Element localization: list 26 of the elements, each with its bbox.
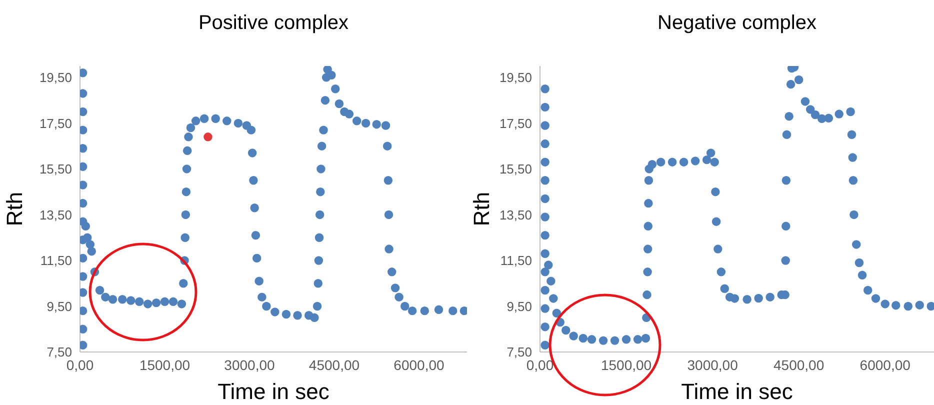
y-tick-label: 13,50: [499, 207, 532, 222]
x-tick-label: 6000,00: [860, 356, 911, 373]
y-tick-label: 15,50: [39, 162, 72, 177]
y-tick-label: 17,50: [499, 116, 532, 131]
x-tick-label: 4500,00: [774, 356, 824, 373]
y-tick-label: 11,50: [500, 253, 532, 268]
chart-title: Positive complex: [197, 12, 350, 35]
x-axis-title: Time in sec: [681, 379, 793, 404]
y-tick-label: 9,50: [506, 298, 532, 314]
y-tick-label: 9,50: [46, 298, 72, 314]
x-tick-label: 6000,00: [394, 356, 444, 373]
y-tick-label: 11,50: [40, 253, 72, 268]
y-axis-title: Rth: [468, 192, 494, 226]
x-tick-label: 1500,00: [139, 356, 190, 373]
x-tick-label: 3000,00: [224, 356, 276, 373]
x-axis-title: Time in sec: [218, 379, 330, 404]
chart-title: Negative complex: [656, 12, 818, 35]
y-tick-label: 13,50: [39, 207, 72, 222]
y-axis-title: Rth: [2, 192, 27, 226]
x-tick-label: 3000,00: [687, 356, 738, 373]
y-tick-label: 17,50: [39, 116, 72, 131]
y-tick-label: 19,50: [499, 70, 532, 86]
x-tick-label: 4500,00: [308, 356, 360, 373]
y-tick-label: 15,50: [499, 162, 532, 177]
x-tick-label: 1500,00: [600, 356, 652, 373]
y-tick-label: 19,50: [39, 70, 72, 86]
